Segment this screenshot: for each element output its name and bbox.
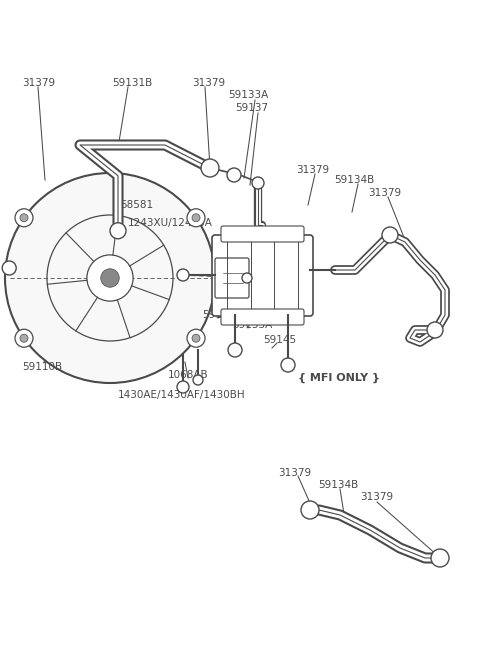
Circle shape [427, 322, 443, 338]
Circle shape [20, 214, 28, 222]
Circle shape [252, 177, 264, 189]
FancyBboxPatch shape [221, 226, 304, 242]
Circle shape [87, 255, 133, 301]
FancyBboxPatch shape [215, 258, 249, 298]
Circle shape [187, 209, 205, 227]
Text: 59134B: 59134B [318, 480, 358, 490]
Circle shape [187, 329, 205, 348]
Circle shape [101, 269, 119, 287]
Circle shape [281, 358, 295, 372]
Circle shape [242, 273, 252, 283]
Circle shape [227, 168, 241, 182]
Text: 59131B: 59131B [112, 78, 152, 88]
Circle shape [431, 549, 449, 567]
Text: { MFI ONLY }: { MFI ONLY } [298, 373, 380, 383]
Circle shape [110, 223, 126, 238]
Text: 59145: 59145 [263, 335, 296, 345]
Circle shape [301, 501, 319, 519]
Circle shape [2, 261, 16, 275]
Text: 59110B: 59110B [22, 362, 62, 372]
Text: 59134B: 59134B [334, 175, 374, 185]
Text: 1068AB: 1068AB [168, 370, 209, 380]
Text: 31379: 31379 [296, 165, 329, 175]
Circle shape [5, 173, 215, 383]
Text: 31379: 31379 [368, 188, 401, 198]
Text: 31379: 31379 [192, 78, 225, 88]
Circle shape [193, 375, 203, 385]
FancyBboxPatch shape [221, 309, 304, 325]
Circle shape [192, 334, 200, 342]
Circle shape [177, 381, 189, 393]
Text: 31379: 31379 [360, 492, 393, 502]
Circle shape [20, 334, 28, 342]
Circle shape [201, 159, 219, 177]
Text: 59137: 59137 [235, 103, 268, 113]
Circle shape [15, 209, 33, 227]
Circle shape [177, 269, 189, 281]
Text: 59133A: 59133A [228, 90, 268, 100]
Text: 1430AE/1430AF/1430BH: 1430AE/1430AF/1430BH [118, 390, 246, 400]
Circle shape [382, 227, 398, 243]
Text: 31379: 31379 [278, 468, 311, 478]
Circle shape [192, 214, 200, 222]
Text: 59135A: 59135A [232, 320, 272, 330]
Text: 58581: 58581 [120, 200, 153, 210]
Circle shape [228, 343, 242, 357]
Text: 59145: 59145 [202, 310, 235, 320]
FancyBboxPatch shape [212, 235, 313, 316]
Text: 1243XU/12448A: 1243XU/12448A [128, 218, 213, 228]
Text: 31379: 31379 [22, 78, 55, 88]
Circle shape [15, 329, 33, 348]
